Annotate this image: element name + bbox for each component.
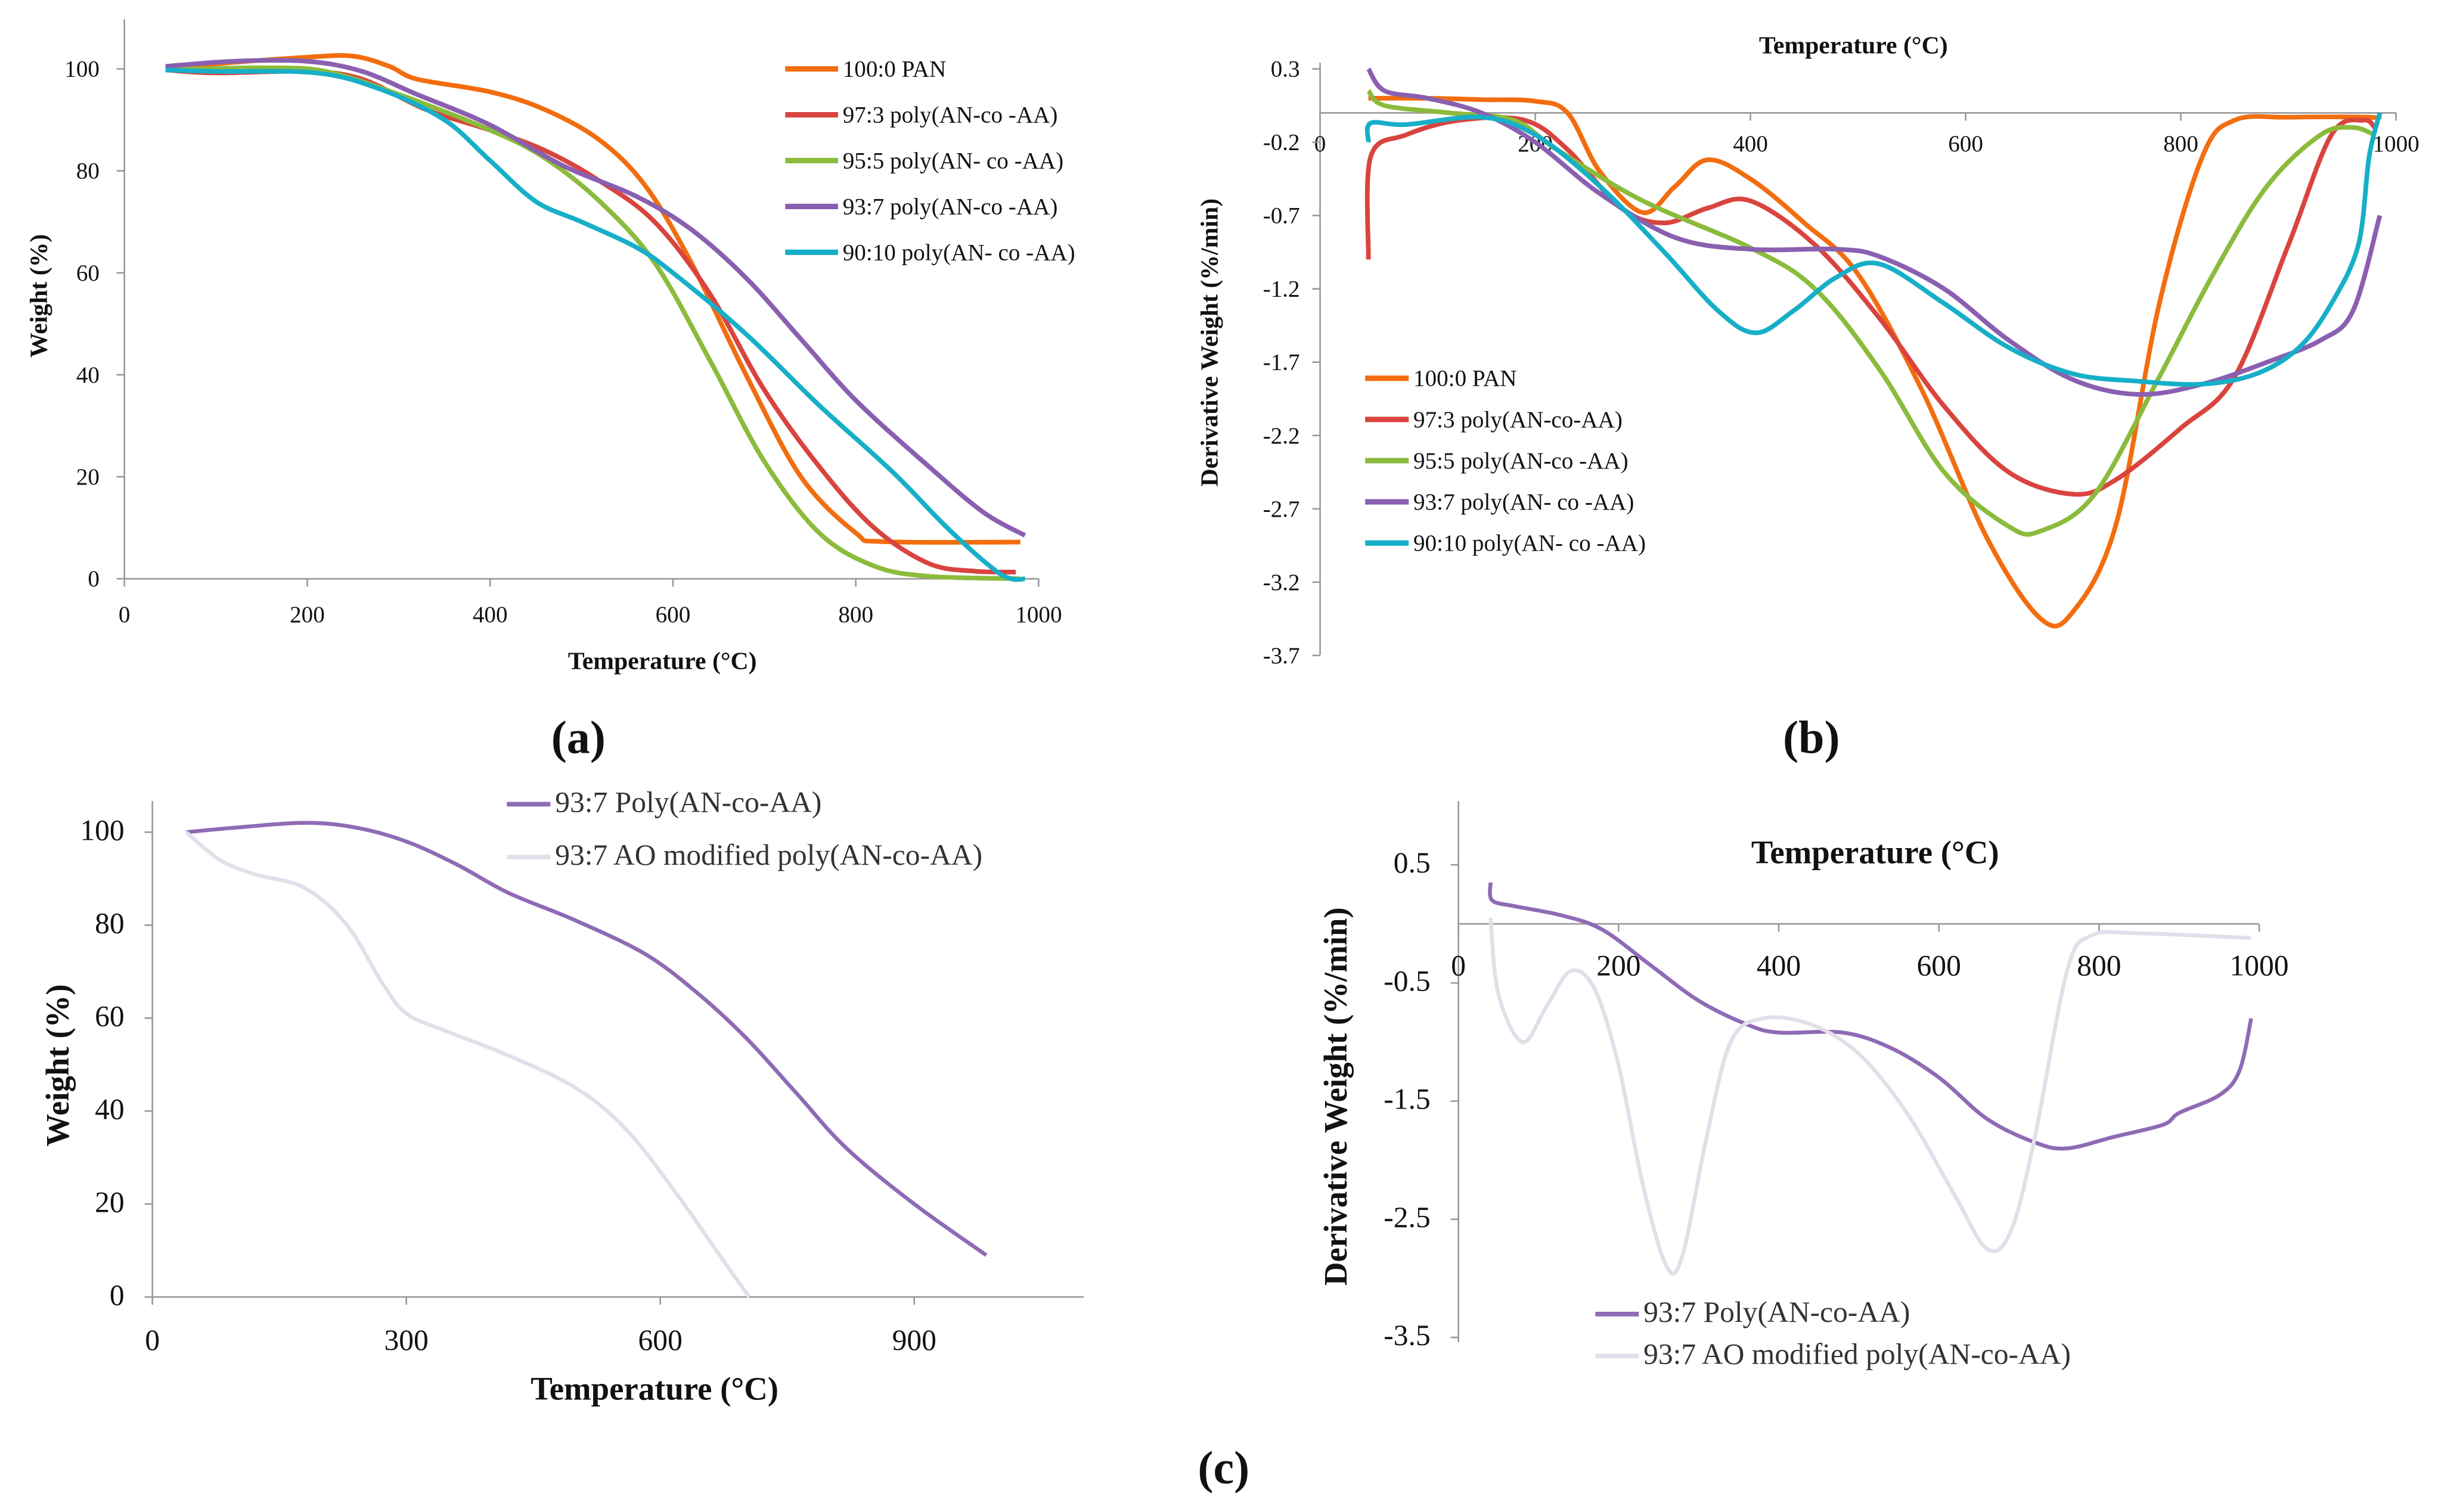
y-tick-label: 100	[80, 814, 124, 846]
panel-a-tga-chart: Temperature (°C) Weight (%) (a) 0 200 400 6…	[25, 19, 1075, 763]
x-tick-label: 400	[1733, 131, 1768, 157]
legend-label: 97:3 poly(AN-co -AA)	[843, 103, 1058, 128]
legend-label: 93:7 Poly(AN-co-AA)	[555, 786, 821, 818]
series-line-aa3	[165, 67, 1016, 575]
legend-label: 100:0 PAN	[1413, 366, 1517, 392]
y-tick-label: -0.5	[1384, 964, 1430, 997]
series-line-pan	[165, 53, 1021, 545]
legend-label: 90:10 poly(AN- co -AA)	[1413, 530, 1646, 556]
y-tick-label: -1.7	[1263, 350, 1300, 375]
y-tick-label: 100	[64, 57, 100, 82]
y-tick-label: 20	[95, 1185, 125, 1218]
series-line-ao	[1488, 917, 2251, 1276]
panel-a-x-label: Temperature (°C)	[568, 647, 757, 675]
x-tick-label: 400	[473, 602, 508, 628]
series-line-aa3	[1364, 115, 2377, 497]
x-tick-label: 0	[1314, 131, 1326, 157]
x-tick-label: 400	[1757, 949, 1801, 982]
panel-b-x-label: Temperature (°C)	[1759, 32, 1948, 59]
x-tick-label: 1000	[2372, 131, 2419, 157]
panel-c-right-x-label: Temperature (°C)	[1751, 834, 1999, 870]
series-line-ao	[185, 830, 751, 1299]
panel-c-label: (c)	[1198, 1442, 1249, 1494]
y-tick-label: 0.5	[1394, 846, 1431, 879]
y-tick-label: 40	[76, 362, 100, 388]
panel-c-dtg-chart: Temperature (°C) Derivative Weight (%/mi…	[1317, 801, 2289, 1370]
series-line-poly	[186, 821, 988, 1257]
legend-label: 93:7 Poly(AN-co-AA)	[1643, 1296, 1910, 1328]
y-tick-label: -2.7	[1263, 496, 1300, 522]
y-tick-label: -3.5	[1384, 1319, 1430, 1352]
y-tick-label: -3.2	[1263, 570, 1300, 595]
x-tick-label: 800	[2077, 949, 2121, 982]
panel-c-right-y-label: Derivative Weight (%/min)	[1317, 907, 1354, 1286]
x-tick-label: 600	[1948, 131, 1983, 157]
x-tick-label: 200	[1596, 949, 1640, 982]
x-tick-label: 1000	[2229, 949, 2288, 982]
legend-label: 90:10 poly(AN- co -AA)	[843, 240, 1075, 265]
legend-label: 93:7 poly(AN- co -AA)	[1413, 489, 1634, 515]
x-tick-label: 1000	[1015, 602, 1062, 628]
y-tick-label: 60	[76, 260, 100, 286]
panel-a-label: (a)	[551, 711, 606, 763]
x-tick-label: 600	[1917, 949, 1961, 982]
y-tick-label: 80	[76, 159, 100, 184]
x-tick-label: 0	[145, 1324, 160, 1356]
series-line-aa10	[1364, 112, 2383, 387]
series-line-aa7	[1366, 67, 2383, 397]
y-tick-label: 40	[95, 1092, 125, 1125]
x-tick-label: 600	[638, 1324, 683, 1356]
x-tick-label: 0	[119, 602, 131, 628]
legend-label: 93:7 AO modified poly(AN-co-AA)	[555, 839, 982, 871]
panel-c-left-y-label: Weight (%)	[39, 984, 76, 1146]
series-line-pan	[1368, 95, 2382, 629]
x-tick-label: 300	[384, 1324, 429, 1356]
legend-label: 100:0 PAN	[843, 57, 947, 82]
y-tick-label: -0.2	[1263, 130, 1300, 156]
y-tick-label: -3.7	[1263, 643, 1300, 669]
y-tick-label: 60	[95, 999, 125, 1032]
y-tick-label: 80	[95, 906, 125, 939]
legend-label: 95:5 poly(AN-co -AA)	[1413, 448, 1629, 474]
series-line-aa5	[165, 65, 1021, 582]
legend-label: 97:3 poly(AN-co-AA)	[1413, 407, 1623, 433]
panel-c-left-x-label: Temperature (°C)	[531, 1370, 778, 1407]
series-line-poly	[1488, 882, 2253, 1151]
y-tick-label: 20	[76, 464, 100, 490]
x-tick-label: 800	[2163, 131, 2198, 157]
x-tick-label: 0	[1451, 949, 1466, 982]
panel-c-tga-chart: Temperature (°C) Weight (%) (c) 0 300 600 9…	[39, 786, 1249, 1494]
y-tick-label: -2.5	[1384, 1201, 1430, 1234]
x-tick-label: 900	[892, 1324, 936, 1356]
x-tick-label: 200	[290, 602, 325, 628]
y-tick-label: -1.2	[1263, 277, 1300, 302]
legend-label: 95:5 poly(AN- co -AA)	[843, 148, 1063, 174]
series-line-aa10	[165, 67, 1025, 582]
y-tick-label: -1.5	[1384, 1083, 1430, 1116]
x-tick-label: 800	[838, 602, 873, 628]
y-tick-label: 0.3	[1271, 57, 1300, 82]
legend-label: 93:7 poly(AN-co -AA)	[843, 194, 1058, 219]
x-tick-label: 600	[656, 602, 691, 628]
panel-b-y-label: Derivative Weight (%/min)	[1196, 198, 1223, 487]
legend-label: 93:7 AO modified poly(AN-co-AA)	[1643, 1337, 2071, 1370]
y-tick-label: -0.7	[1263, 203, 1300, 229]
y-tick-label: -2.2	[1263, 423, 1300, 449]
series-line-aa7	[165, 58, 1026, 538]
panel-b-label: (b)	[1783, 711, 1840, 763]
panel-b-dtg-chart: Temperature (°C) Derivative Weight (%/mi…	[1196, 32, 2419, 763]
y-tick-label: 0	[110, 1278, 125, 1311]
panel-a-y-label: Weight (%)	[25, 234, 52, 358]
y-tick-label: 0	[88, 566, 100, 592]
